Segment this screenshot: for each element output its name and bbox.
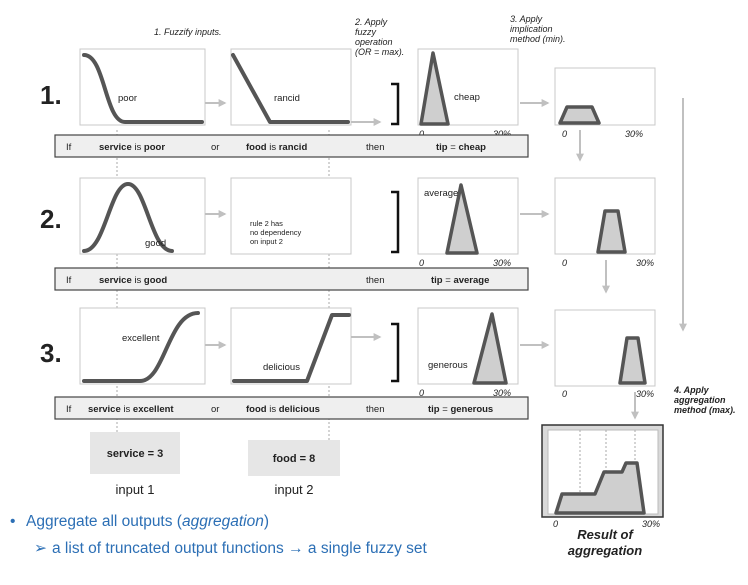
axis-max-label-2: 30%	[493, 258, 511, 268]
axis-min-label-2b: 0	[562, 258, 567, 268]
mf-generous-label: generous	[428, 360, 468, 371]
implication-shape-3	[618, 336, 647, 385]
axis-min-label-1b: 0	[562, 129, 567, 139]
aggregated-fuzzy-set-shape	[554, 461, 646, 515]
rule-bar-2	[54, 267, 529, 291]
input-1-value: service = 3	[107, 448, 164, 460]
rule1-statement-b: food is rancid	[246, 142, 307, 153]
bullet-1-suffix: )	[263, 513, 270, 530]
arrowhead-bullet-icon: ➢	[34, 540, 47, 557]
step-3-caption-line1: 3. Apply	[510, 14, 543, 24]
bullet-dot-icon: •	[10, 513, 16, 530]
agg-axis-max: 30%	[642, 519, 660, 529]
step-2-caption-line4: (OR = max).	[355, 47, 404, 57]
mf-delicious-curve	[232, 313, 351, 383]
implication-shape-2	[596, 209, 627, 254]
rule1-statement-c: tip = cheap	[436, 142, 486, 153]
rule2-then: then	[366, 275, 385, 286]
input-2-value-box	[248, 440, 340, 476]
mf-excellent-label: excellent	[122, 333, 160, 344]
bullet-1-italic: aggregation	[181, 513, 264, 530]
axis-max-label-3: 30%	[493, 388, 511, 398]
step-4-caption-line2: aggregation	[674, 395, 726, 405]
axis-max-label-1b: 30%	[625, 129, 643, 139]
axis-max-label-2b: 30%	[636, 258, 654, 268]
axis-min-label-1: 0	[419, 129, 424, 139]
input-1-name: input 1	[115, 482, 154, 497]
mf-generous-shape	[472, 312, 508, 385]
input-1-value-box	[90, 432, 180, 474]
mf-poor-label: poor	[118, 93, 137, 104]
rule3-statement-a: service is excellent	[88, 404, 174, 415]
or-bracket-1	[391, 82, 400, 126]
rule-bar-1	[54, 134, 529, 158]
step-3-caption-line3: method (min).	[510, 34, 566, 44]
rule2-note-line3: on input 2	[250, 237, 283, 246]
agg-axis-min: 0	[553, 519, 558, 529]
rule-row-1: 1. poor rancid cheap 0 30% 0 30% If serv…	[40, 48, 656, 162]
rule2-note-line2: no dependency	[250, 228, 302, 237]
row-number-2: 2.	[40, 204, 62, 234]
mf-average-shape	[445, 183, 479, 255]
mf-good-curve	[82, 182, 174, 253]
axis-max-label-3b: 30%	[636, 389, 654, 399]
step-2-caption-line2: fuzzy	[355, 27, 377, 37]
mf-poor-curve	[82, 53, 204, 124]
or-bracket-2	[391, 190, 400, 254]
mf-average-label: average	[424, 188, 458, 199]
rule-row-2: 2. good rule 2 has no dependency on inpu…	[40, 177, 656, 294]
rule1-if: If	[66, 142, 72, 153]
mf-rancid-curve	[231, 53, 350, 124]
or-bracket-3	[391, 322, 400, 383]
bullet-2-left: a list of truncated output functions	[52, 540, 284, 557]
step-2-caption-line3: operation	[355, 37, 393, 47]
axis-max-label-1: 30%	[493, 129, 511, 139]
row-number-3: 3.	[40, 338, 62, 368]
mf-cheap-label: cheap	[454, 92, 480, 103]
step-4-caption-line3: method (max).	[674, 405, 736, 415]
rule1-then: then	[366, 142, 385, 153]
mf-delicious-label: delicious	[263, 362, 300, 373]
axis-min-label-3: 0	[419, 388, 424, 398]
step-2-caption-line1: 2. Apply	[354, 17, 388, 27]
bullet-aggregate: • Aggregate all outputs (aggregation)	[10, 513, 269, 531]
right-arrow-icon: →	[288, 540, 304, 557]
rule1-statement-a: service is poor	[99, 142, 165, 153]
mf-good-label: good	[145, 238, 166, 249]
rule2-if: If	[66, 275, 72, 286]
input-1-mf-box	[79, 48, 206, 126]
axis-min-label-3b: 0	[562, 389, 567, 399]
rule-row-3: 3. excellent delicious generous 0 30% 0 …	[40, 307, 656, 420]
mf-cheap-shape	[419, 51, 450, 126]
step-1-caption: 1. Fuzzify inputs.	[154, 27, 222, 37]
row-number-1: 1.	[40, 80, 62, 110]
rule3-or: or	[211, 404, 219, 415]
rule2-note-line1: rule 2 has	[250, 219, 283, 228]
rule2-statement-c: tip = average	[431, 275, 489, 286]
input-2-name: input 2	[274, 482, 313, 497]
result-caption-line2: aggregation	[568, 543, 642, 558]
mf-excellent-curve	[82, 311, 200, 383]
implication-shape-1	[558, 105, 601, 125]
result-caption-line1: Result of	[577, 527, 634, 542]
rule2-statement-a: service is good	[99, 275, 167, 286]
input-1-mf-box-2	[79, 177, 206, 255]
bullet-sub-list: ➢ a list of truncated output functions → …	[34, 539, 427, 558]
input-2-note-box	[230, 177, 352, 255]
axis-min-label-2: 0	[419, 258, 424, 268]
bullet-1-text: Aggregate all outputs (	[26, 513, 182, 530]
rule1-or: or	[211, 142, 219, 153]
step-3-caption-line2: implication	[510, 24, 553, 34]
bullet-2-right: a single fuzzy set	[307, 540, 427, 557]
rule3-statement-c: tip = generous	[428, 404, 493, 415]
rule-bar-3	[54, 396, 529, 420]
input-2-value: food = 8	[273, 453, 315, 465]
rule3-then: then	[366, 404, 385, 415]
step-4-caption-line1: 4. Apply	[673, 385, 710, 395]
rule3-statement-b: food is delicious	[246, 404, 320, 415]
rule3-if: If	[66, 404, 72, 415]
mf-rancid-label: rancid	[274, 93, 300, 104]
